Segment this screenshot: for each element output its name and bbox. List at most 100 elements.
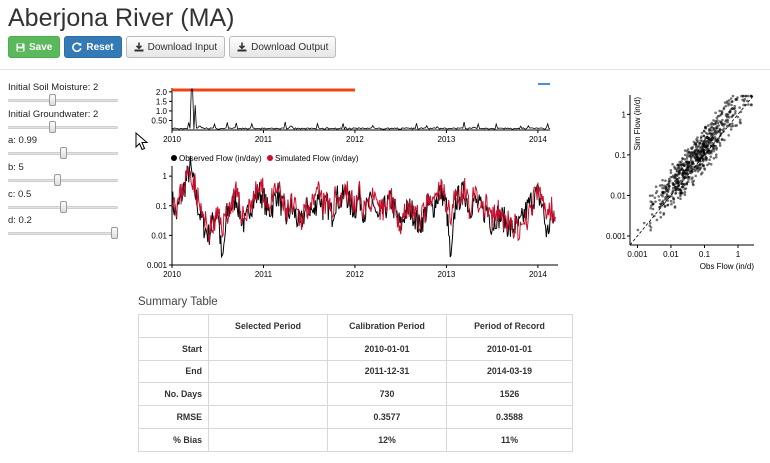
legend-label: Simulated Flow (in/day) xyxy=(275,154,359,163)
scatter-point xyxy=(716,131,719,134)
scatter-point xyxy=(723,122,727,126)
download-icon xyxy=(134,42,144,52)
scatter-point xyxy=(678,160,681,164)
scatter-point xyxy=(731,122,734,125)
slider-track[interactable] xyxy=(8,99,118,102)
scatter-point xyxy=(723,138,726,142)
scatter-point xyxy=(663,205,667,208)
control-label: Initial Soil Moisture: 2 xyxy=(8,82,99,93)
scatter-point xyxy=(715,153,718,156)
scatter-point xyxy=(662,212,666,215)
slider-handle[interactable] xyxy=(111,227,118,240)
scatter-point xyxy=(716,121,720,125)
slider-handle[interactable] xyxy=(59,200,67,213)
x-tick-label: 1 xyxy=(736,250,741,259)
y-tick-label: 0.01 xyxy=(151,231,167,240)
refresh-icon xyxy=(72,42,82,52)
scatter-point xyxy=(679,197,682,201)
scatter-point xyxy=(725,124,729,128)
slider-handle[interactable] xyxy=(54,174,62,187)
scatter-point xyxy=(677,168,681,171)
scatter-point xyxy=(706,132,709,136)
scatter-point xyxy=(672,201,676,204)
scatter-point xyxy=(702,140,706,144)
scatter-point xyxy=(669,171,673,174)
scatter-point xyxy=(719,134,722,137)
scatter-point xyxy=(682,162,686,165)
scatter-point xyxy=(649,226,653,229)
scatter-point xyxy=(709,163,713,166)
slider-handle[interactable] xyxy=(49,120,57,133)
scatter-point xyxy=(720,122,723,126)
slider-track[interactable] xyxy=(8,125,118,129)
scatter-point xyxy=(682,185,685,189)
scatter-point xyxy=(677,166,681,169)
x-tick-label: 0.001 xyxy=(627,250,648,259)
scatter-point xyxy=(702,151,705,155)
download-input-button[interactable]: Download Input xyxy=(125,36,226,58)
overview-chart[interactable]: 2.01.51.00.50 2010 2011 2012 2013 2014 xyxy=(130,80,550,144)
scatter-point xyxy=(739,121,742,125)
scatter-point xyxy=(705,158,708,162)
scatter-point xyxy=(664,179,667,182)
scatter-point xyxy=(711,122,715,126)
scatter-point xyxy=(713,136,717,139)
slider-handle[interactable] xyxy=(59,147,67,160)
scatter-point xyxy=(721,118,724,122)
y-axis-label: Sim Flow (in/d) xyxy=(633,97,642,151)
table-cell: 12% xyxy=(327,427,447,452)
download-output-button[interactable]: Download Output xyxy=(229,36,337,58)
scatter-point xyxy=(699,139,702,142)
y-tick-label: 2.0 xyxy=(156,88,168,97)
scatter-point xyxy=(696,170,700,173)
scatter-point xyxy=(669,199,673,203)
control-d: d: 0.2 xyxy=(8,215,120,242)
scatter-point xyxy=(690,170,694,173)
download-input-label: Download Input xyxy=(147,41,218,53)
slider-track[interactable] xyxy=(8,179,118,183)
x-tick-label: 2014 xyxy=(529,135,547,144)
scatter-point xyxy=(689,153,693,156)
mouse-pointer-icon xyxy=(135,132,149,151)
scatter-point xyxy=(703,126,707,130)
simulated-flow-line xyxy=(171,166,556,242)
table-cell: 11% xyxy=(446,427,573,452)
scatter-point xyxy=(729,109,732,113)
scatter-point xyxy=(696,167,699,171)
scatter-point xyxy=(690,166,693,170)
reset-button[interactable]: Reset xyxy=(64,36,122,58)
scatter-point xyxy=(727,115,731,119)
x-tick-label: 2013 xyxy=(438,135,456,144)
scatter-point xyxy=(684,187,688,190)
scatter-point xyxy=(709,123,712,126)
y-tick-label: 1 xyxy=(622,110,627,119)
scatter-point xyxy=(718,109,721,113)
row-label: End xyxy=(138,359,209,384)
scatter-point xyxy=(695,144,698,147)
y-tick-label: 0.001 xyxy=(606,232,627,241)
scatter-point xyxy=(727,134,730,137)
scatter-point xyxy=(725,100,729,103)
download-output-label: Download Output xyxy=(251,41,329,53)
scatter-point xyxy=(670,194,673,198)
scatter-point xyxy=(734,110,737,113)
scatter-point xyxy=(654,200,657,203)
table-cell xyxy=(208,405,328,429)
scatter-point xyxy=(683,190,687,194)
slider-track[interactable] xyxy=(8,232,118,236)
download-icon xyxy=(237,42,247,52)
scatter-point xyxy=(688,169,691,172)
slider-handle[interactable] xyxy=(49,94,57,106)
scatter-point xyxy=(669,175,673,179)
scatter-point xyxy=(718,141,722,145)
scatter-point xyxy=(702,134,706,138)
scatter-point xyxy=(670,202,673,206)
save-button[interactable]: Save xyxy=(8,36,61,58)
table-cell xyxy=(208,382,328,407)
scatter-point xyxy=(675,187,678,191)
x-tick-label: 2011 xyxy=(255,270,273,278)
y-tick-label: 1 xyxy=(163,172,168,181)
y-tick-label: 0.001 xyxy=(147,261,168,270)
scatter-point xyxy=(671,162,674,166)
scatter-point xyxy=(686,180,690,183)
